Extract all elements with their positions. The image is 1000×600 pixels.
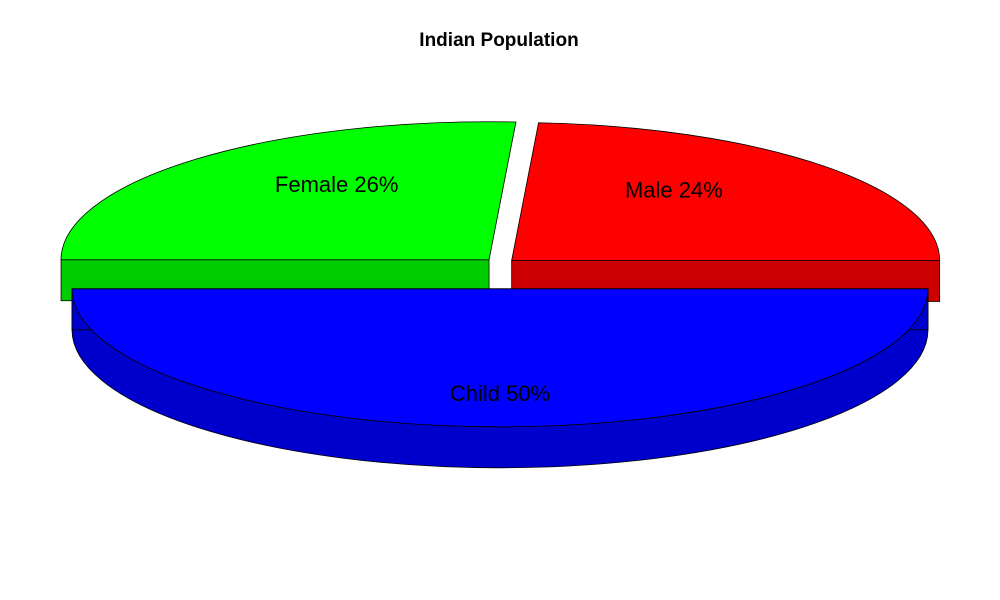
chart-title: Indian Population bbox=[419, 30, 578, 51]
pie-labels: Female 26% Male 24% Child 50% bbox=[275, 172, 723, 406]
slice-male bbox=[511, 122, 941, 302]
slice-male-top bbox=[511, 122, 941, 261]
slice-label-female: Female 26% bbox=[275, 172, 399, 197]
slice-female-top bbox=[60, 121, 517, 261]
slice-child bbox=[71, 288, 929, 469]
slice-label-child: Child 50% bbox=[450, 381, 550, 406]
slice-female bbox=[60, 121, 517, 302]
pie-slices bbox=[60, 121, 941, 469]
slice-label-male: Male 24% bbox=[625, 177, 723, 202]
slice-child-top bbox=[71, 288, 929, 428]
